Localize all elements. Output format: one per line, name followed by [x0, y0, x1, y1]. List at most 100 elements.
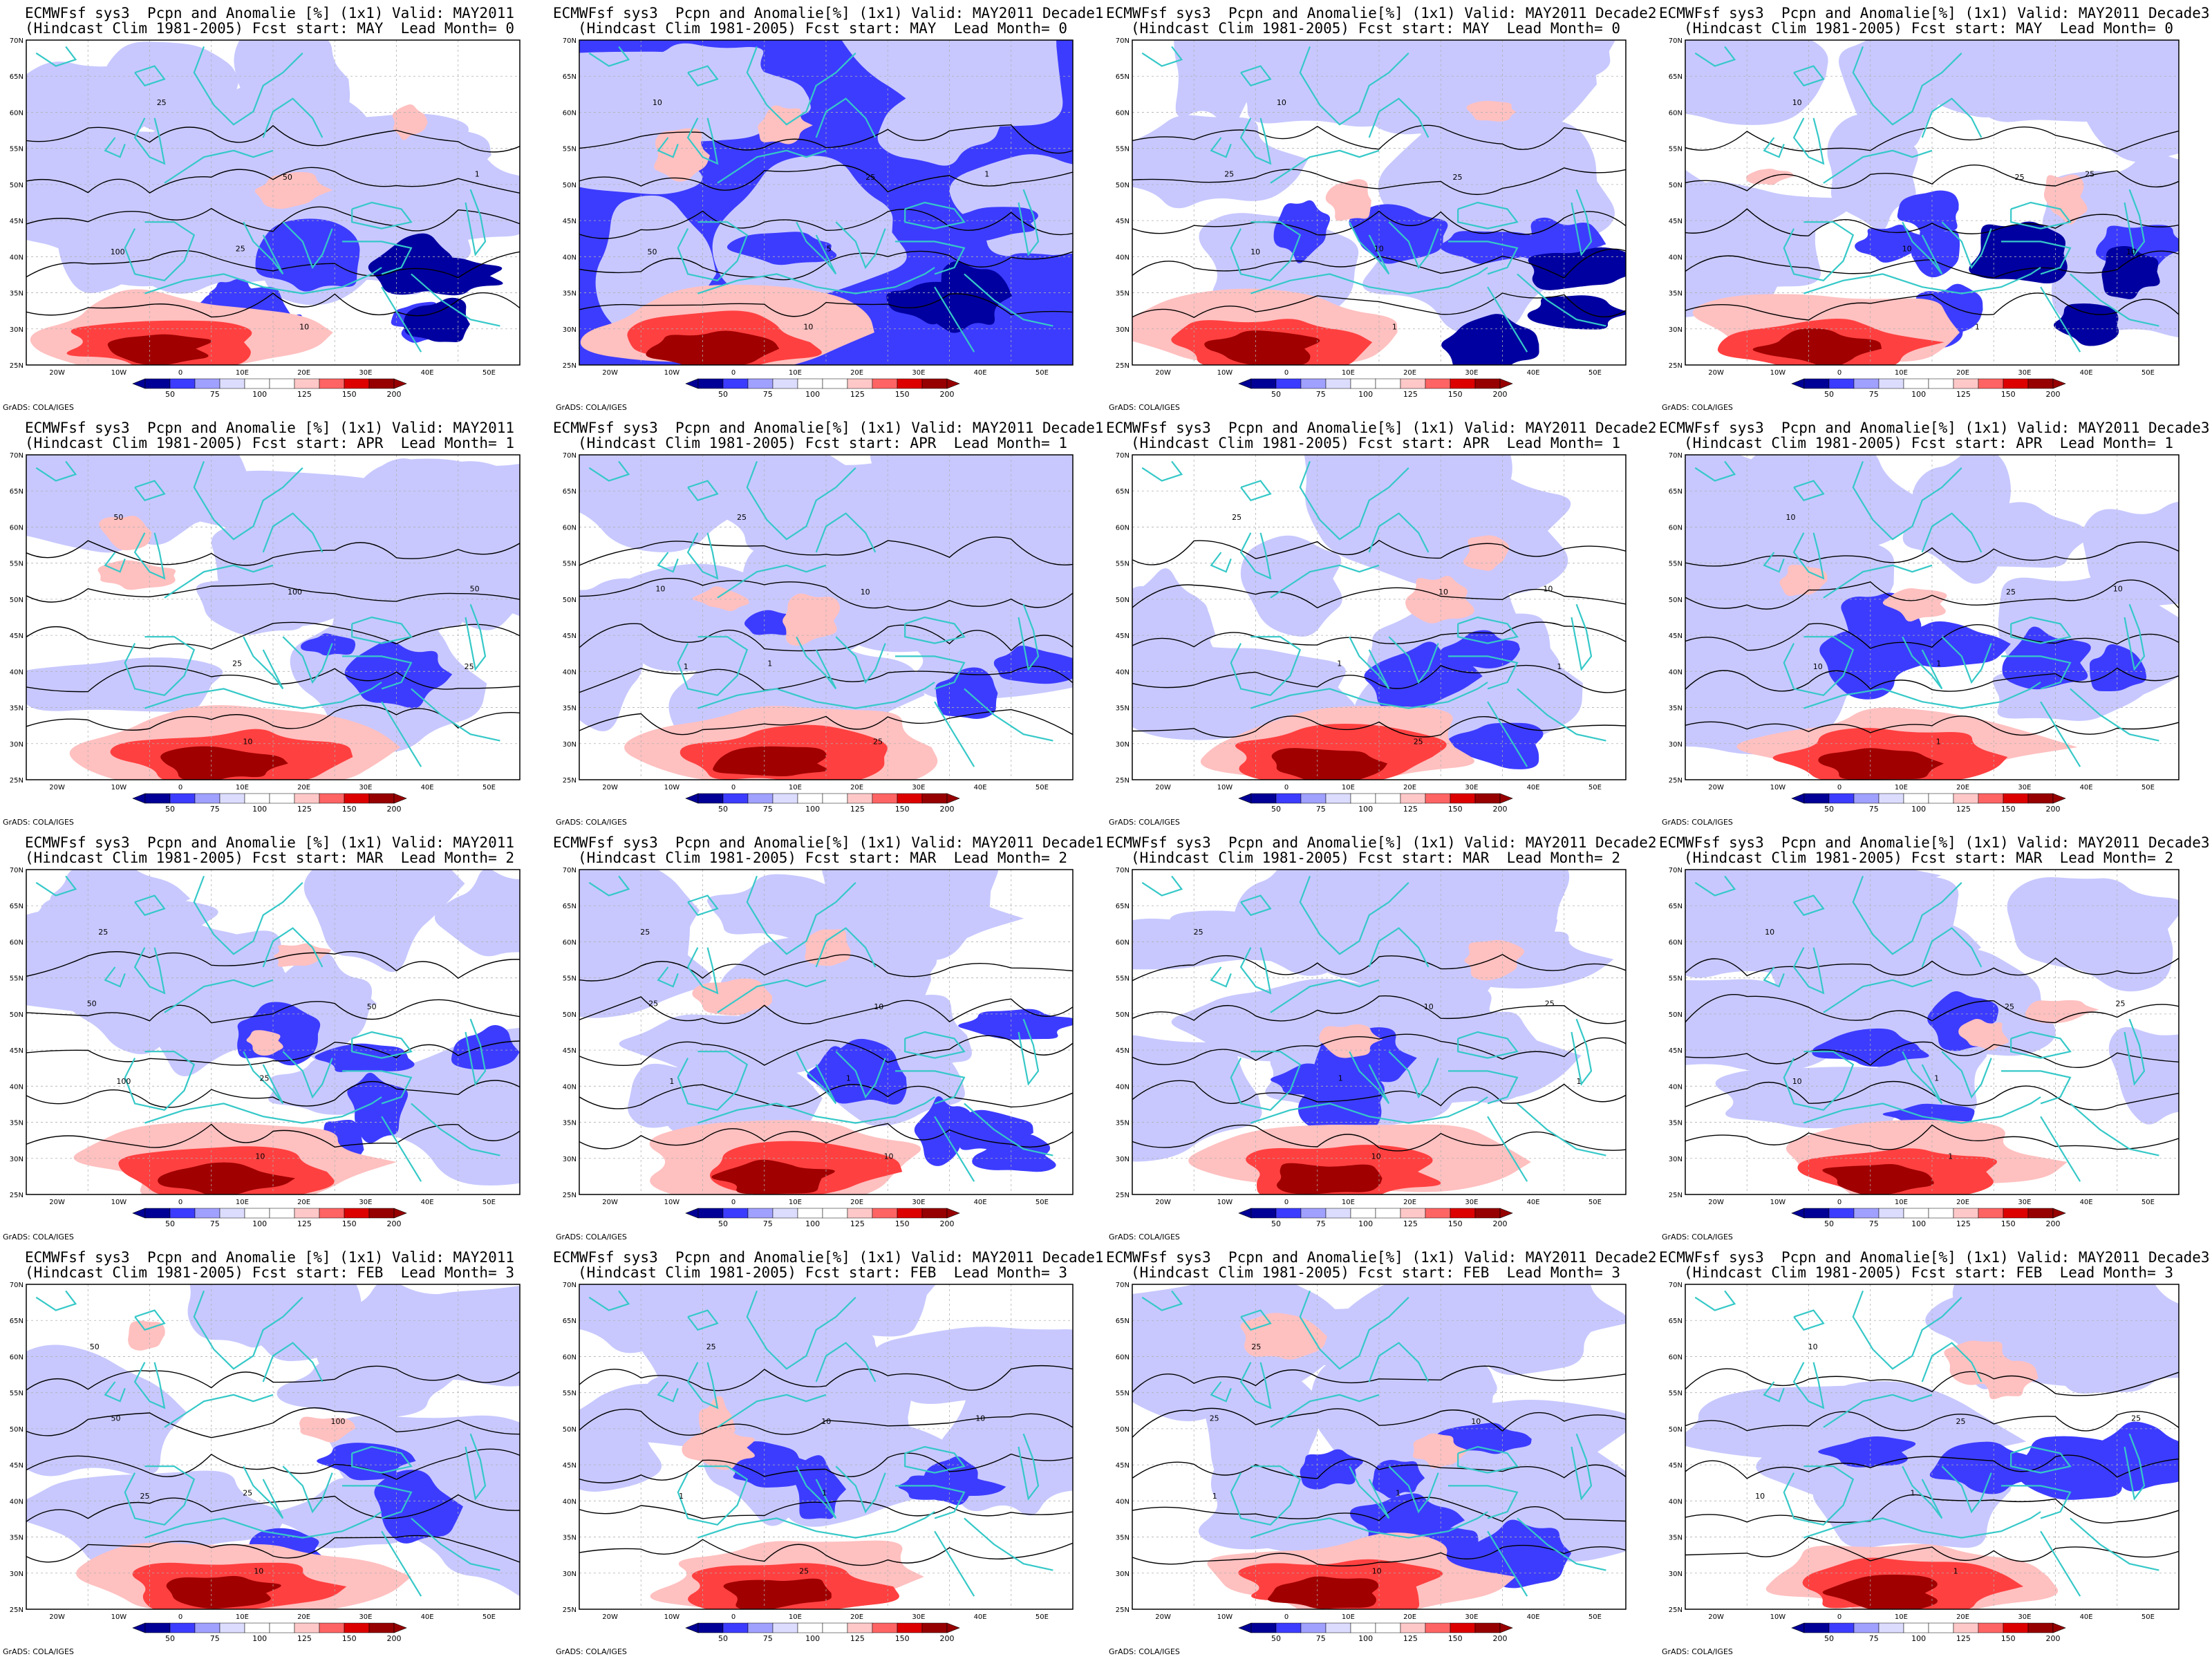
colorbar-swatch [897, 793, 923, 804]
colorbar-arrow-right [2052, 1208, 2066, 1219]
lat-label: 35N [10, 1535, 24, 1542]
coastline [411, 688, 500, 742]
coastline [1783, 1465, 1855, 1526]
colorbar-swatch [797, 378, 823, 389]
panel-subtitle: (Hindcast Clim 1981-2005) Fcst start: AP… [577, 435, 1067, 451]
lon-label: 0 [731, 1613, 735, 1621]
coastline [243, 1465, 284, 1519]
lat-label: 50N [10, 1426, 24, 1434]
coastline [262, 1342, 324, 1382]
coastline [697, 1511, 935, 1539]
contour-label: 10 [1808, 1342, 1818, 1351]
coastline [1388, 221, 1439, 270]
panel-subtitle: (Hindcast Clim 1981-2005) Fcst start: MA… [577, 850, 1067, 866]
lon-label: 0 [731, 369, 735, 377]
contour-label: 1 [669, 1077, 674, 1086]
colorbar-tick: 100 [1358, 390, 1373, 399]
lat-label: 60N [1669, 1353, 1683, 1361]
panel-subtitle: (Hindcast Clim 1981-2005) Fcst start: FE… [1683, 1264, 2173, 1281]
lat-label: 55N [10, 561, 24, 568]
colorbar-swatch [722, 793, 749, 804]
coastline [1299, 461, 1409, 541]
colorbar-swatch [872, 793, 898, 804]
lat-label: 35N [10, 705, 24, 713]
contour-label: 25 [640, 928, 650, 937]
coastline [193, 461, 303, 541]
grads-credit: GrADS: COLA/IGES [1662, 1647, 1733, 1656]
lat-label: 50N [1669, 182, 1683, 189]
colorbar-tick: 200 [1493, 390, 1508, 399]
coastline [2040, 701, 2081, 767]
grads-credit: GrADS: COLA/IGES [1662, 1232, 1733, 1241]
coastline [1018, 189, 1040, 256]
colorbar-swatch [1474, 793, 1501, 804]
lon-label: 0 [1837, 1199, 1841, 1206]
coastline [262, 512, 324, 553]
grads-credit: GrADS: COLA/IGES [3, 818, 74, 827]
colorbar-swatch [1300, 793, 1327, 804]
contour-label: 1 [1577, 1077, 1582, 1086]
colorbar-swatch [1250, 1208, 1277, 1219]
lat-label: 50N [1669, 1011, 1683, 1019]
colorbar-tick: 75 [1869, 805, 1879, 814]
colorbar-swatch [1474, 1622, 1501, 1633]
lat-label: 30N [563, 1571, 577, 1578]
lon-label: 10E [789, 784, 802, 791]
lon-label: 30E [2018, 784, 2031, 791]
colorbar-arrow-left [1791, 1208, 1805, 1219]
coastline [133, 947, 166, 995]
lon-label: 30E [912, 1199, 925, 1206]
colorbar-swatch [1953, 378, 1979, 389]
lon-label: 40E [421, 369, 434, 377]
contour-label: 10 [243, 737, 252, 746]
coastline [904, 1031, 966, 1059]
panel-title: ECMWFsf sys3 Pcpn and Anomalie[%] (1x1) … [1106, 1249, 1657, 1266]
colorbar-arrow-right [1499, 793, 1513, 804]
lon-label: 50E [1035, 369, 1049, 377]
coastline [164, 1394, 274, 1428]
colorbar-arrow-left [132, 1622, 146, 1633]
contour-label: 25 [140, 1492, 150, 1501]
colorbar-swatch [1928, 793, 1954, 804]
colorbar-tick: 75 [1316, 1219, 1326, 1228]
colorbar-tick: 125 [297, 1219, 312, 1228]
colorbar-swatch [1325, 1208, 1351, 1219]
colorbar-arrow-right [1499, 1622, 1513, 1633]
lon-label: 40E [974, 784, 987, 791]
coastline [134, 1309, 166, 1331]
colorbar-swatch [1878, 1622, 1904, 1633]
lat-label: 65N [10, 1318, 24, 1325]
coastline [1763, 552, 1785, 573]
colorbar-swatch [1300, 1208, 1327, 1219]
lon-label: 10W [111, 1613, 127, 1621]
lon-label: 10E [1895, 1613, 1908, 1621]
lon-label: 20W [602, 784, 618, 791]
coastline [1457, 1445, 1519, 1474]
anomaly-map: 25 50 100 10 50 25 70N 65N 60N 55N 50N 45N 40N 35N 30N… [10, 867, 521, 1228]
forecast-panel: 25 50 100 10 50 25 70N 65N 60N 55N 50N 45N 40N 35N 30N… [0, 830, 553, 1244]
lon-label: 40E [2080, 369, 2093, 377]
colorbar-swatch [1903, 1622, 1929, 1633]
colorbar-swatch [897, 1208, 923, 1219]
colorbar-swatch [697, 1208, 724, 1219]
coastline [1299, 1291, 1409, 1370]
colorbar-swatch [368, 793, 395, 804]
lat-label: 50N [1116, 597, 1130, 604]
lat-label: 60N [563, 524, 577, 532]
colorbar-arrow-right [1499, 1208, 1513, 1219]
contour-label: 1 [1936, 737, 1941, 746]
colorbar-swatch [897, 378, 923, 389]
lat-label: 30N [563, 326, 577, 334]
colorbar-swatch [1474, 1208, 1501, 1219]
contour-label: 1 [1936, 659, 1941, 668]
coastline [1852, 876, 1962, 955]
colorbar-tick: 50 [165, 1219, 175, 1228]
lon-label: 0 [178, 784, 182, 791]
lat-label: 25N [10, 362, 24, 370]
contour-label: 1 [822, 1489, 827, 1498]
colorbar-swatch [169, 793, 196, 804]
coastline [2010, 1445, 2072, 1474]
panel-title: ECMWFsf sys3 Pcpn and Anomalie[%] (1x1) … [1106, 5, 1657, 21]
coastline [243, 636, 284, 690]
lon-label: 10W [1217, 1199, 1233, 1206]
